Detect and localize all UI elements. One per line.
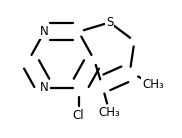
- Text: N: N: [40, 81, 49, 94]
- Text: N: N: [40, 25, 49, 38]
- Text: Cl: Cl: [73, 109, 84, 122]
- Text: CH₃: CH₃: [142, 78, 164, 91]
- Text: CH₃: CH₃: [99, 106, 120, 119]
- Text: S: S: [106, 16, 113, 29]
